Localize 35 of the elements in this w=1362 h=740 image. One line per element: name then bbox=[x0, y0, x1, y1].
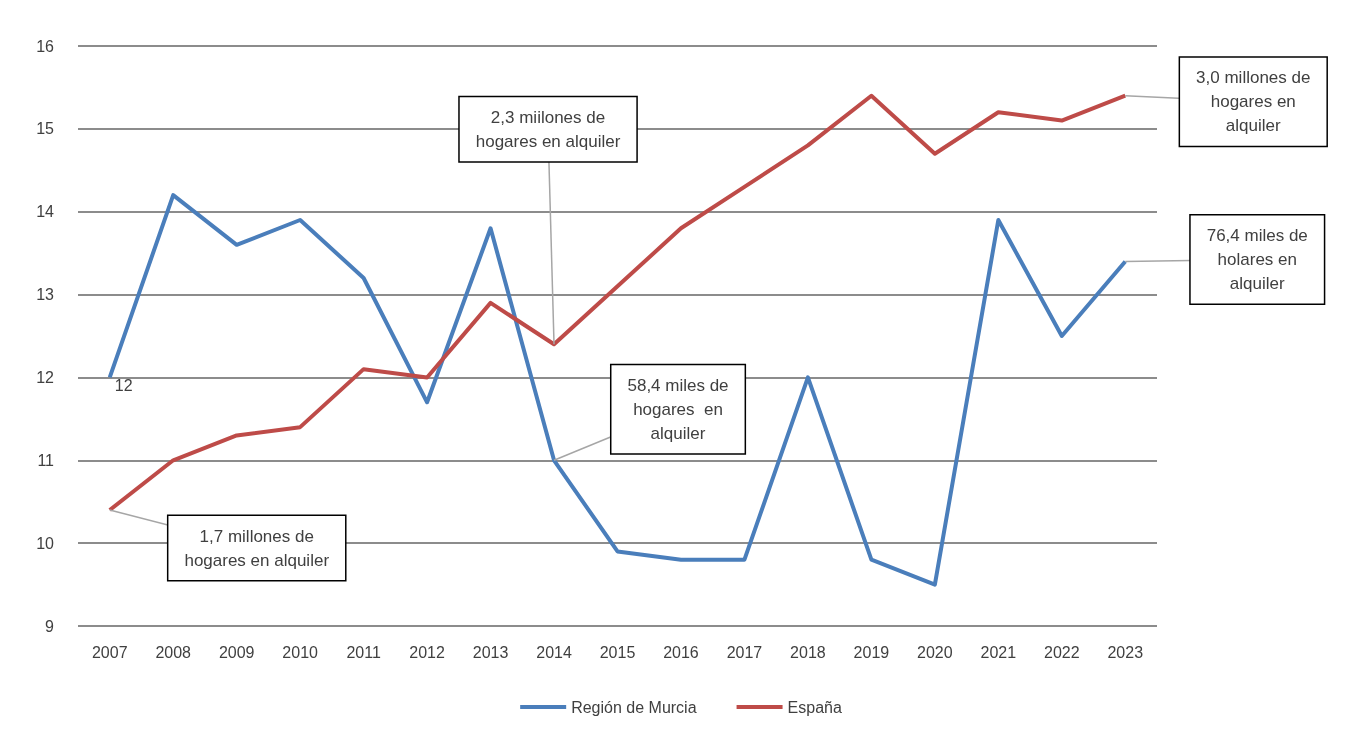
x-tick-label: 2018 bbox=[790, 643, 826, 661]
data-label: 12 bbox=[114, 376, 133, 394]
legend-label: Región de Murcia bbox=[571, 698, 697, 716]
y-tick-label: 11 bbox=[37, 451, 55, 469]
x-tick-label: 2008 bbox=[155, 643, 192, 661]
x-tick-label: 2015 bbox=[599, 643, 636, 661]
x-tick-label: 2022 bbox=[1044, 643, 1080, 661]
y-tick-label: 10 bbox=[36, 534, 55, 552]
y-tick-label: 9 bbox=[45, 617, 55, 635]
annotation: 58,4 miles de hogares en alquiler bbox=[627, 375, 729, 443]
x-tick-label: 2021 bbox=[980, 643, 1017, 661]
annotation: 76,4 miles de holares en alquiler bbox=[1206, 225, 1308, 293]
y-tick-label: 12 bbox=[36, 368, 55, 386]
x-tick-label: 2012 bbox=[409, 643, 445, 661]
y-tick-label: 13 bbox=[36, 286, 55, 304]
x-tick-label: 2017 bbox=[726, 643, 763, 661]
x-tick-label: 2023 bbox=[1107, 643, 1144, 661]
y-tick-label: 14 bbox=[36, 203, 55, 221]
x-tick-label: 2020 bbox=[917, 643, 953, 661]
annotation: 2,3 miilones de hogares en alquiler bbox=[475, 107, 621, 151]
line-series bbox=[107, 193, 1128, 587]
x-tick-label: 2007 bbox=[91, 643, 128, 661]
x-tick-label: 2009 bbox=[218, 643, 255, 661]
x-tick-label: 2016 bbox=[663, 643, 699, 661]
y-tick-label: 16 bbox=[36, 37, 55, 55]
legend-label: España bbox=[787, 698, 842, 716]
x-tick-label: 2014 bbox=[536, 643, 572, 661]
x-tick-label: 2011 bbox=[346, 643, 381, 661]
annotation: 3,0 millones de hogares en alquiler bbox=[1196, 68, 1311, 136]
x-tick-label: 2013 bbox=[472, 643, 509, 661]
x-tick-label: 2010 bbox=[282, 643, 319, 661]
line-series bbox=[107, 93, 1128, 512]
annotation: 1,7 millones de hogares en alquiler bbox=[184, 526, 330, 570]
y-tick-label: 15 bbox=[36, 120, 55, 138]
x-tick-label: 2019 bbox=[853, 643, 890, 661]
